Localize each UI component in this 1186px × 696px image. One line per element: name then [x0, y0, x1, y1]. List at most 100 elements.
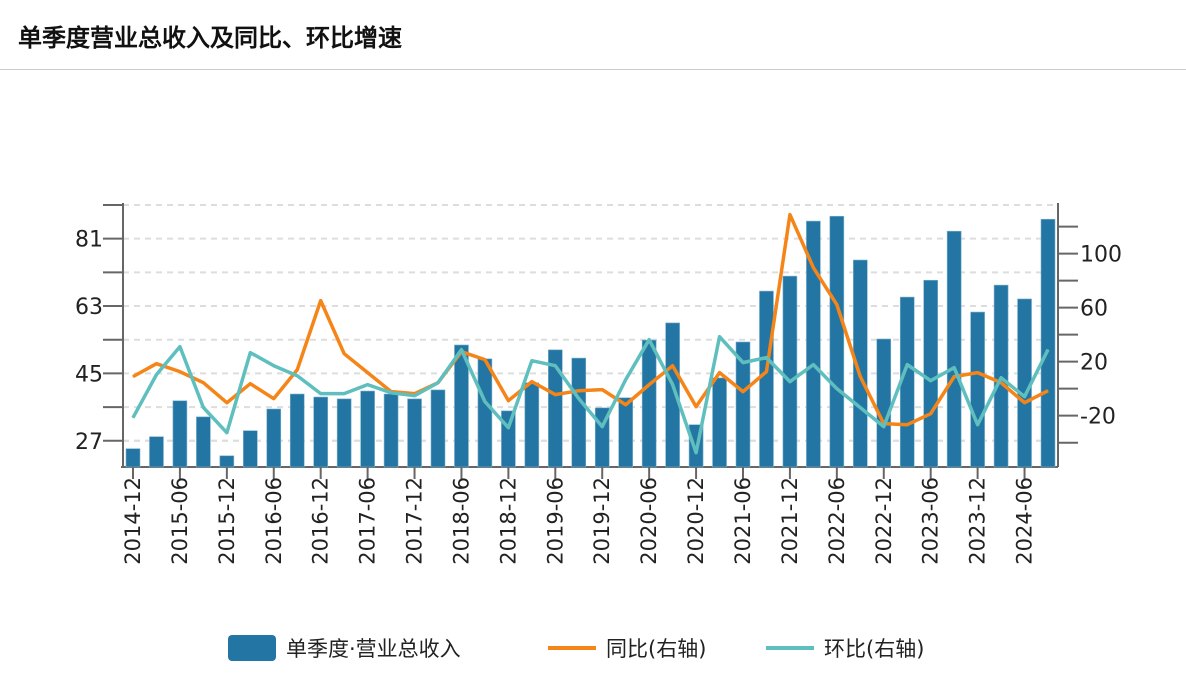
line-point — [343, 393, 345, 395]
bar — [829, 215, 845, 468]
line-point — [179, 371, 181, 373]
line-point — [226, 402, 228, 404]
line-point — [132, 376, 134, 378]
line-point — [296, 375, 298, 377]
right-tick-label: 100 — [1080, 243, 1122, 268]
x-tick-label: 2015-12 — [215, 477, 239, 565]
bar — [289, 393, 305, 468]
right-tick-label: 20 — [1080, 351, 1108, 376]
legend-item-yoy[interactable]: 同比(右轴) — [548, 633, 706, 663]
legend-swatch-bar — [228, 635, 276, 661]
line-point — [719, 336, 721, 338]
right-tick-label: -20 — [1080, 405, 1116, 430]
line-point — [249, 383, 251, 385]
line-point — [554, 394, 556, 396]
line-point — [202, 382, 204, 384]
line-point — [1047, 349, 1049, 351]
x-tick-label: 2022-12 — [872, 477, 896, 565]
bar — [641, 339, 657, 468]
line-point — [390, 392, 392, 394]
bar — [806, 220, 821, 468]
bar — [313, 396, 328, 468]
line-point — [226, 432, 228, 434]
line-point — [460, 349, 462, 351]
legend-item-qoq[interactable]: 环比(右轴) — [766, 633, 924, 663]
bar — [149, 436, 164, 468]
line-point — [484, 359, 486, 361]
bar — [196, 416, 211, 468]
line-point — [320, 300, 322, 302]
line-point — [155, 363, 157, 365]
line-point — [930, 380, 932, 382]
x-tick-label: 2015-06 — [168, 477, 192, 565]
bar — [336, 398, 352, 468]
line-point — [906, 424, 908, 426]
bar — [219, 455, 235, 468]
line-point — [1024, 402, 1026, 404]
line-point — [296, 369, 298, 371]
line-point — [531, 360, 533, 362]
x-tick-label: 2021-12 — [778, 477, 802, 565]
line-point — [625, 404, 627, 406]
x-tick-label: 2017-06 — [356, 477, 380, 565]
x-tick-label: 2016-06 — [262, 477, 286, 565]
x-tick-label: 2017-12 — [403, 477, 427, 565]
line-point — [953, 376, 955, 378]
line-point — [953, 367, 955, 369]
line-point — [648, 384, 650, 386]
line-point — [789, 214, 791, 216]
x-tick-label: 2024-06 — [1013, 477, 1037, 565]
x-tick-label: 2018-12 — [496, 477, 520, 565]
line-point — [367, 372, 369, 374]
line-point — [578, 398, 580, 400]
x-tick-label: 2016-12 — [309, 477, 333, 565]
x-tick-label: 2023-06 — [919, 477, 943, 565]
line-point — [601, 389, 603, 391]
line-point — [977, 372, 979, 374]
line-point — [719, 372, 721, 374]
line-point — [765, 357, 767, 359]
line-point — [601, 426, 603, 428]
bar — [712, 377, 727, 468]
line-point — [977, 424, 979, 426]
line-point — [812, 364, 814, 366]
line-point — [648, 339, 650, 341]
line-point — [859, 376, 861, 378]
line-point — [1047, 390, 1049, 392]
yoy-line — [132, 212, 1049, 427]
bar — [923, 279, 938, 468]
line-point — [132, 417, 134, 419]
line-point — [273, 365, 275, 367]
x-tick-label: 2018-06 — [449, 477, 473, 565]
bar — [946, 230, 962, 468]
line-point — [484, 401, 486, 403]
legend-item-revenue[interactable]: 单季度·营业总收入 — [228, 633, 461, 663]
left-tick-label: 63 — [75, 295, 103, 320]
line-point — [836, 388, 838, 390]
x-tick-label: 2020-06 — [637, 477, 661, 565]
x-tick-label: 2021-06 — [731, 477, 755, 565]
bar — [782, 275, 798, 468]
x-tick-label: 2023-12 — [966, 477, 990, 565]
x-tick-label: 2022-06 — [825, 477, 849, 565]
bar — [853, 259, 868, 468]
line-point — [273, 398, 275, 400]
qoq-line — [131, 334, 1050, 455]
bar — [970, 311, 985, 468]
line-point — [883, 426, 885, 428]
bar — [618, 397, 633, 468]
bar — [759, 290, 774, 468]
line-point — [343, 353, 345, 355]
line-point — [155, 374, 157, 376]
legend-label: 单季度·营业总收入 — [286, 637, 461, 661]
right-tick-label: 60 — [1080, 297, 1108, 322]
line-point — [531, 381, 533, 383]
x-tick-label: 2019-06 — [543, 477, 567, 565]
line-point — [765, 371, 767, 373]
bar — [383, 393, 399, 468]
line-point — [202, 407, 204, 409]
bar — [1040, 218, 1056, 468]
line-point — [507, 427, 509, 429]
line-point — [1000, 382, 1002, 384]
